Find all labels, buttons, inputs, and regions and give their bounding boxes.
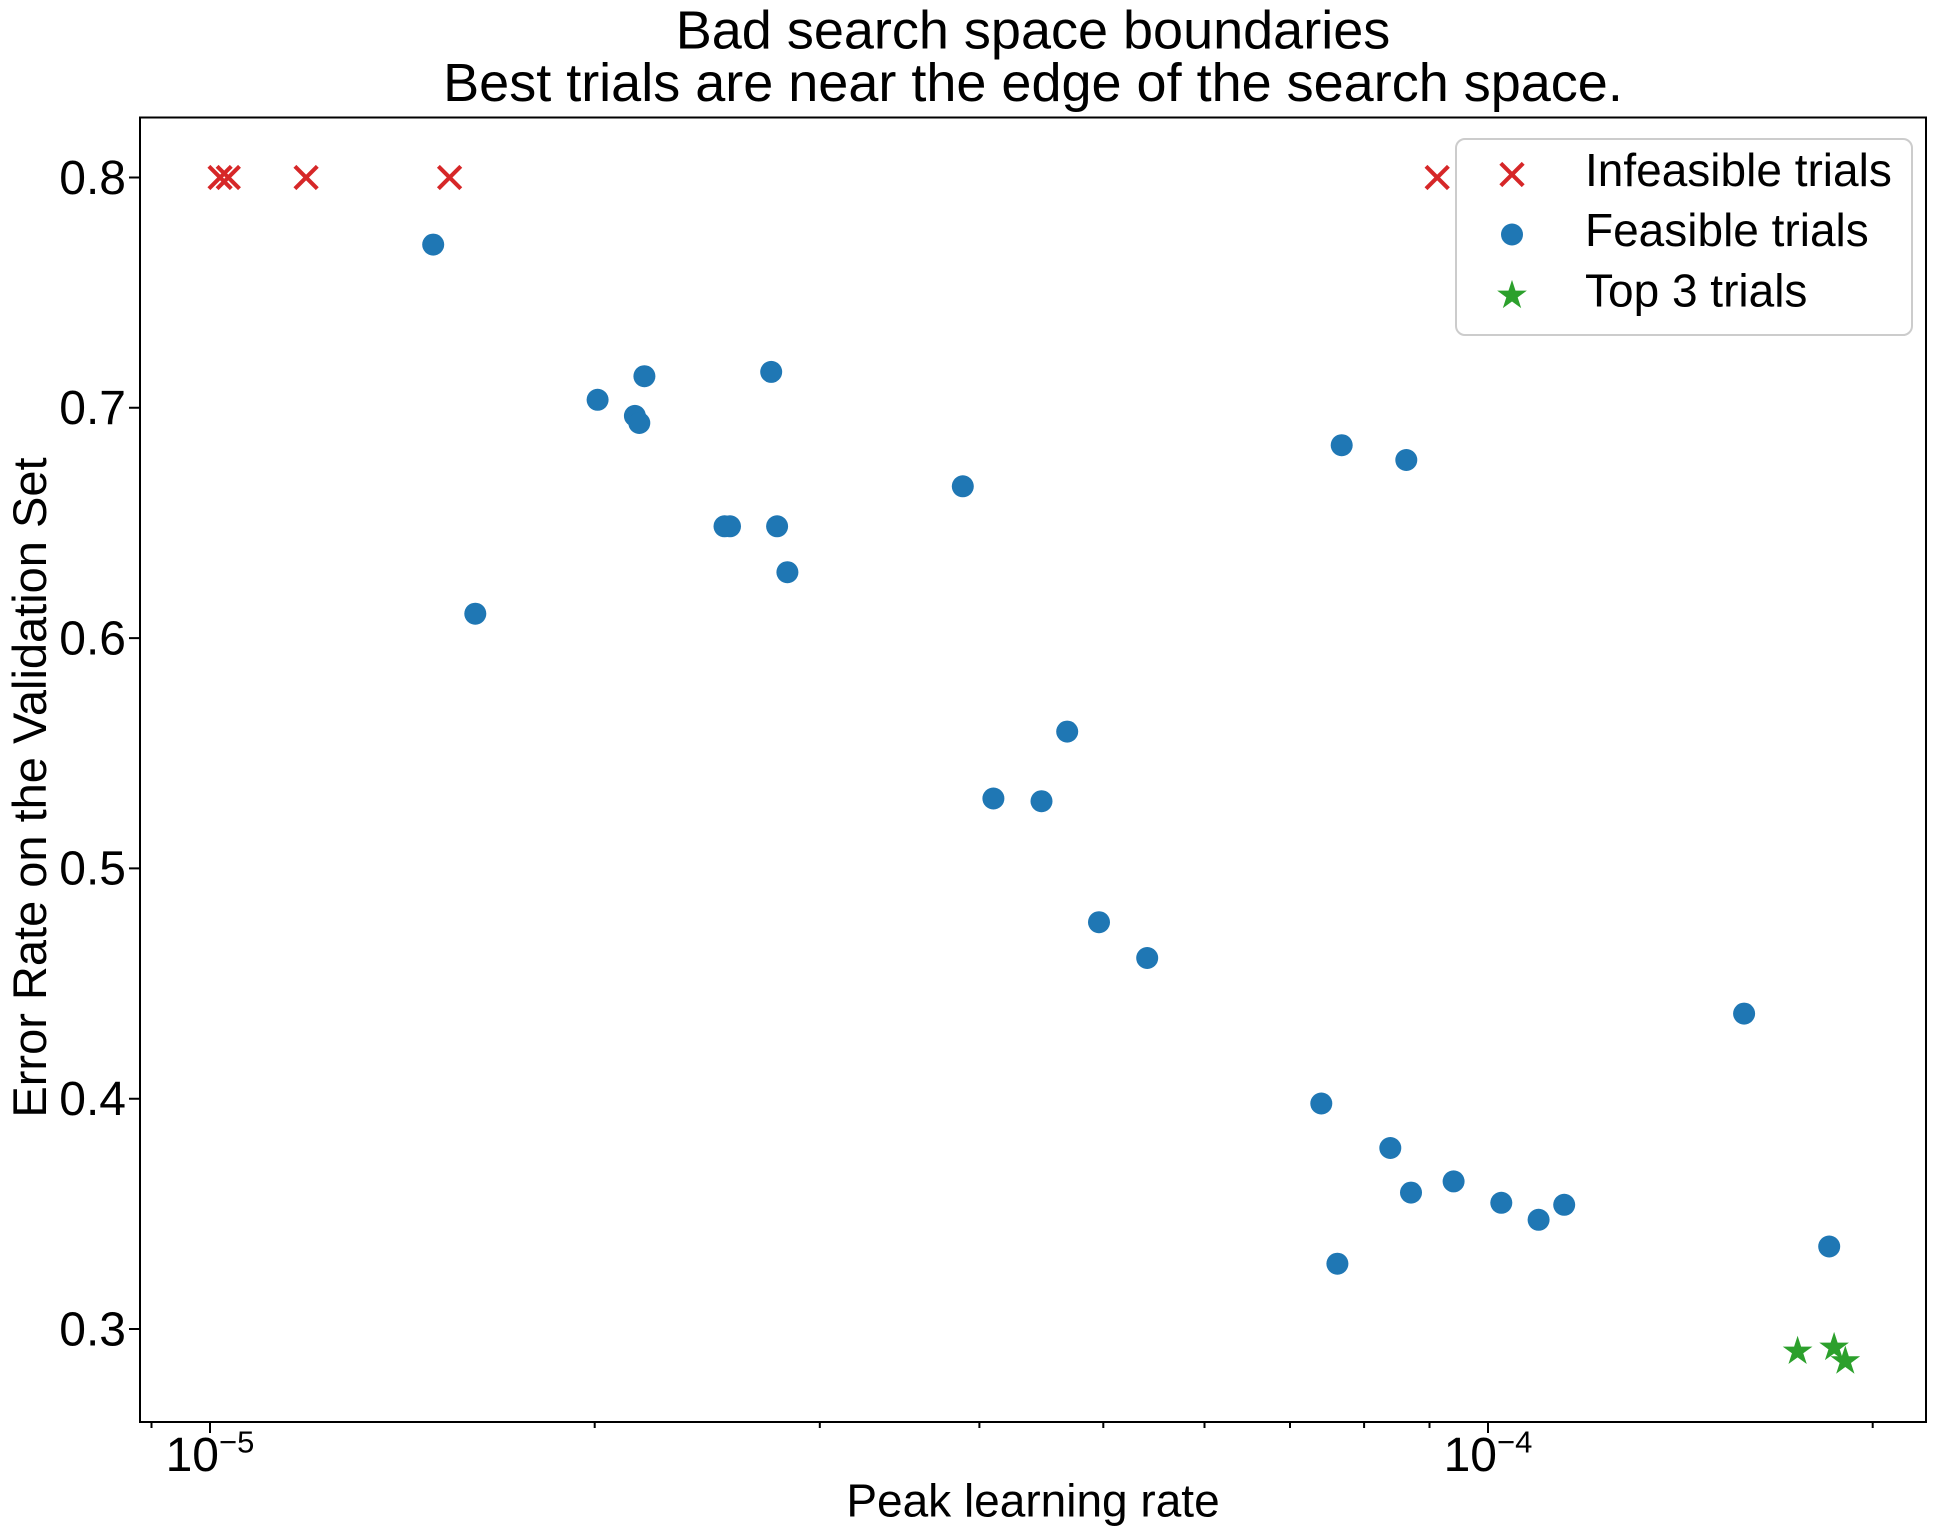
svg-text:Peak learning rate: Peak learning rate	[846, 1474, 1219, 1526]
svg-text:Feasible trials: Feasible trials	[1585, 204, 1869, 256]
svg-text:10: 10	[166, 1429, 219, 1482]
svg-text:−4: −4	[1497, 1425, 1532, 1460]
svg-text:0.6: 0.6	[59, 612, 126, 665]
svg-text:Infeasible trials: Infeasible trials	[1585, 144, 1892, 196]
svg-text:Top 3 trials: Top 3 trials	[1585, 265, 1807, 317]
svg-text:0.3: 0.3	[59, 1303, 126, 1356]
svg-text:Best trials are near the edge: Best trials are near the edge of the sea…	[443, 53, 1623, 113]
svg-text:Bad search space boundaries: Bad search space boundaries	[676, 1, 1390, 61]
svg-text:0.7: 0.7	[59, 382, 126, 435]
svg-text:0.8: 0.8	[59, 152, 126, 205]
svg-text:−5: −5	[219, 1425, 254, 1460]
svg-text:0.4: 0.4	[59, 1073, 126, 1126]
svg-text:0.5: 0.5	[59, 843, 126, 896]
svg-text:10: 10	[1444, 1429, 1497, 1482]
svg-text:Error Rate on the Validation S: Error Rate on the Validation Set	[3, 457, 56, 1117]
